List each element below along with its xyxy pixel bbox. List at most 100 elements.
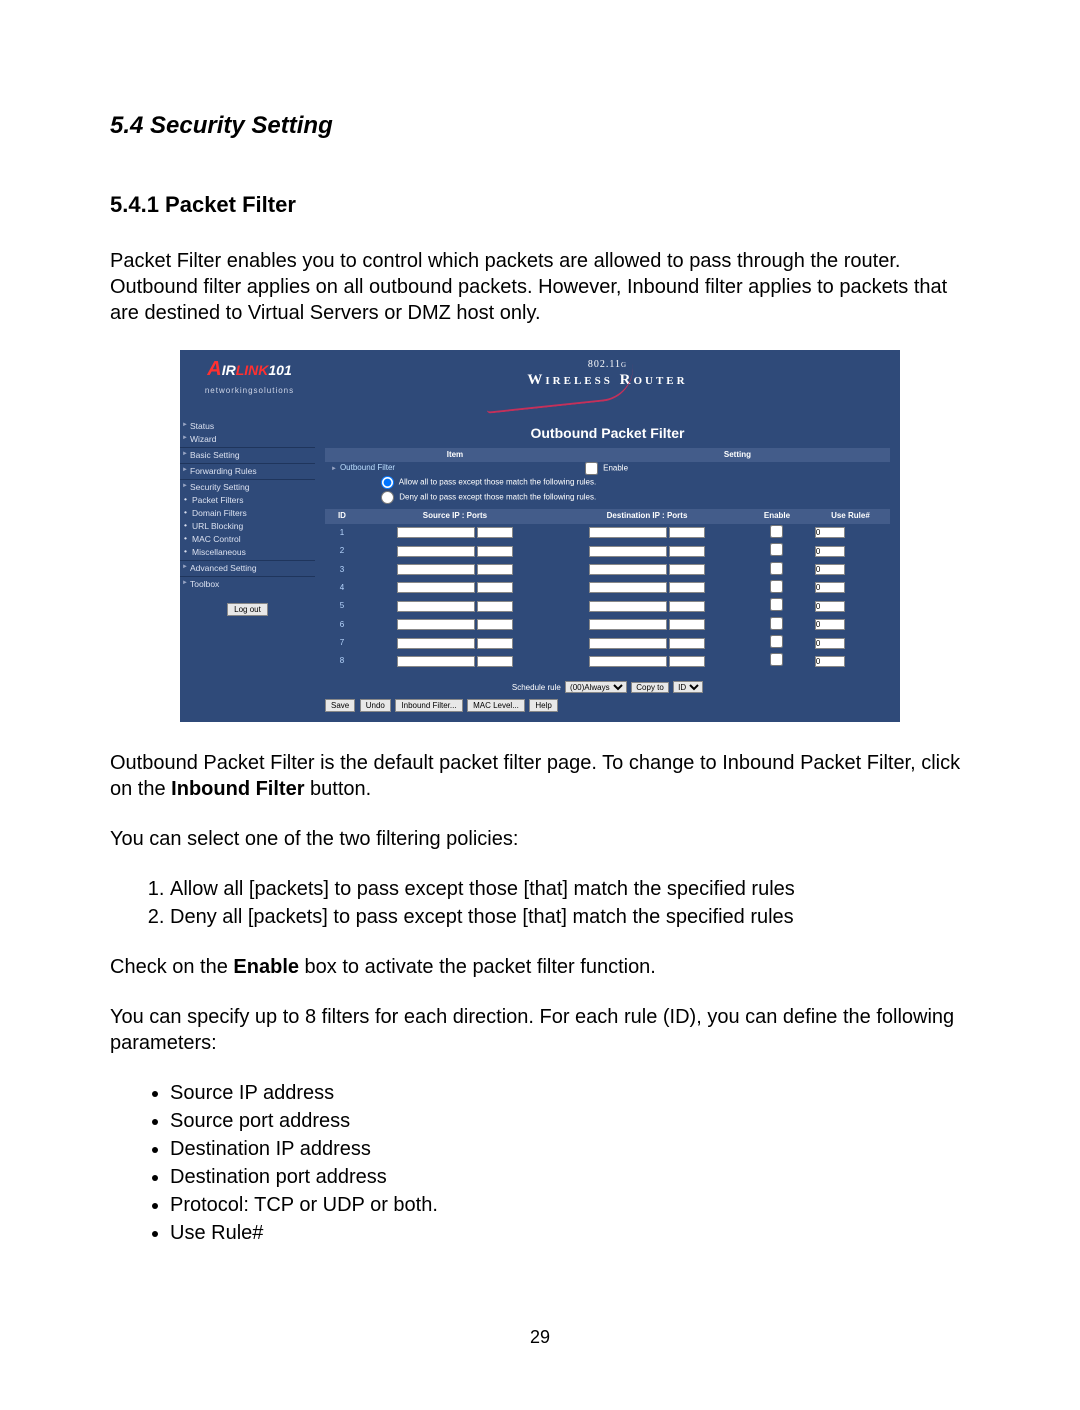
row-enable-checkbox[interactable]: [770, 543, 783, 556]
dst-ip-input[interactable]: [589, 619, 667, 630]
row-enable-checkbox[interactable]: [770, 598, 783, 611]
use-rule-input[interactable]: [815, 527, 845, 538]
use-rule-input[interactable]: [815, 582, 845, 593]
row-enable-checkbox[interactable]: [770, 580, 783, 593]
dst-port-input[interactable]: [669, 656, 705, 667]
paragraph-filters-intro: You can specify up to 8 filters for each…: [110, 1004, 970, 1056]
paragraph-intro: Packet Filter enables you to control whi…: [110, 248, 970, 326]
src-ip-input[interactable]: [397, 656, 475, 667]
param-item: Destination port address: [170, 1164, 970, 1190]
row-enable-checkbox[interactable]: [770, 635, 783, 648]
policy-allow-radio[interactable]: [381, 476, 394, 489]
copy-to-select[interactable]: ID: [673, 681, 703, 693]
sidebar-item[interactable]: Forwarding Rules: [180, 465, 315, 478]
row-id: 3: [325, 565, 359, 575]
logo-text: AIRLINK101: [188, 356, 311, 382]
src-port-input[interactable]: [477, 638, 513, 649]
filter-row: 3: [325, 561, 890, 579]
dst-port-input[interactable]: [669, 619, 705, 630]
th-id: ID: [325, 509, 359, 523]
src-ip-input[interactable]: [397, 546, 475, 557]
content-title: Outbound Packet Filter: [325, 424, 890, 442]
row-enable-checkbox[interactable]: [770, 653, 783, 666]
sidebar-item[interactable]: Basic Setting: [180, 449, 315, 462]
schedule-label: Schedule rule: [512, 683, 561, 692]
dst-ip-input[interactable]: [589, 656, 667, 667]
save-button[interactable]: Save: [325, 699, 355, 712]
page-number: 29: [110, 1326, 970, 1349]
sidebar-item[interactable]: Domain Filters: [180, 507, 315, 520]
policy-allow-text: Allow all to pass except those match the…: [399, 478, 596, 487]
use-rule-input[interactable]: [815, 601, 845, 612]
dst-ip-input[interactable]: [589, 601, 667, 612]
param-item: Protocol: TCP or UDP or both.: [170, 1192, 970, 1218]
enable-checkbox[interactable]: [585, 462, 598, 475]
row-enable-checkbox[interactable]: [770, 562, 783, 575]
src-port-input[interactable]: [477, 656, 513, 667]
schedule-select[interactable]: (00)Always: [565, 681, 627, 693]
sidebar-item[interactable]: Security Setting: [180, 481, 315, 494]
param-item: Source IP address: [170, 1080, 970, 1106]
use-rule-input[interactable]: [815, 638, 845, 649]
header-item: Item: [325, 448, 585, 462]
src-ip-input[interactable]: [397, 601, 475, 612]
sidebar-item[interactable]: Miscellaneous: [180, 546, 315, 559]
src-port-input[interactable]: [477, 527, 513, 538]
policy-deny-radio[interactable]: [381, 491, 394, 504]
sidebar-item[interactable]: Wizard: [180, 433, 315, 446]
sidebar-item[interactable]: Toolbox: [180, 578, 315, 591]
dst-port-input[interactable]: [669, 527, 705, 538]
row-enable-checkbox[interactable]: [770, 617, 783, 630]
row-enable-checkbox[interactable]: [770, 525, 783, 538]
help-button[interactable]: Help: [529, 699, 557, 712]
policies-list: Allow all [packets] to pass except those…: [170, 876, 970, 930]
logout-button[interactable]: Log out: [227, 603, 268, 616]
inbound-filter-button[interactable]: Inbound Filter...: [395, 699, 462, 712]
src-ip-input[interactable]: [397, 527, 475, 538]
mac-level-button[interactable]: MAC Level...: [467, 699, 525, 712]
src-ip-input[interactable]: [397, 638, 475, 649]
dst-ip-input[interactable]: [589, 546, 667, 557]
src-port-input[interactable]: [477, 564, 513, 575]
param-item: Use Rule#: [170, 1220, 970, 1246]
src-ip-input[interactable]: [397, 564, 475, 575]
dst-ip-input[interactable]: [589, 582, 667, 593]
sidebar-item[interactable]: Packet Filters: [180, 494, 315, 507]
use-rule-input[interactable]: [815, 656, 845, 667]
src-port-input[interactable]: [477, 546, 513, 557]
src-ip-input[interactable]: [397, 619, 475, 630]
sidebar-item[interactable]: Advanced Setting: [180, 562, 315, 575]
dst-port-input[interactable]: [669, 638, 705, 649]
sidebar-item[interactable]: Status: [180, 420, 315, 433]
src-ip-input[interactable]: [397, 582, 475, 593]
src-port-input[interactable]: [477, 619, 513, 630]
dst-port-input[interactable]: [669, 564, 705, 575]
sidebar-item[interactable]: URL Blocking: [180, 520, 315, 533]
policy-allow-row: Allow all to pass except those match the…: [325, 475, 890, 490]
policy-item: Deny all [packets] to pass except those …: [170, 904, 970, 930]
dst-ip-input[interactable]: [589, 564, 667, 575]
enable-label: Enable: [603, 464, 628, 473]
header-setting: Setting: [585, 448, 890, 462]
logo-tagline: networkingsolutions: [188, 386, 311, 396]
dst-ip-input[interactable]: [589, 638, 667, 649]
sidebar-item[interactable]: MAC Control: [180, 533, 315, 546]
filter-row: 5: [325, 597, 890, 615]
use-rule-input[interactable]: [815, 546, 845, 557]
dst-ip-input[interactable]: [589, 527, 667, 538]
src-port-input[interactable]: [477, 601, 513, 612]
use-rule-input[interactable]: [815, 564, 845, 575]
dst-port-input[interactable]: [669, 582, 705, 593]
undo-button[interactable]: Undo: [360, 699, 391, 712]
use-rule-input[interactable]: [815, 619, 845, 630]
src-port-input[interactable]: [477, 582, 513, 593]
paragraph-policies-intro: You can select one of the two filtering …: [110, 826, 970, 852]
row-id: 2: [325, 546, 359, 556]
copy-to-button[interactable]: Copy to: [631, 682, 669, 693]
filter-row: 4: [325, 579, 890, 597]
dst-port-input[interactable]: [669, 601, 705, 612]
param-item: Source port address: [170, 1108, 970, 1134]
params-list: Source IP addressSource port address Dest…: [170, 1080, 970, 1246]
row-id: 6: [325, 620, 359, 630]
dst-port-input[interactable]: [669, 546, 705, 557]
